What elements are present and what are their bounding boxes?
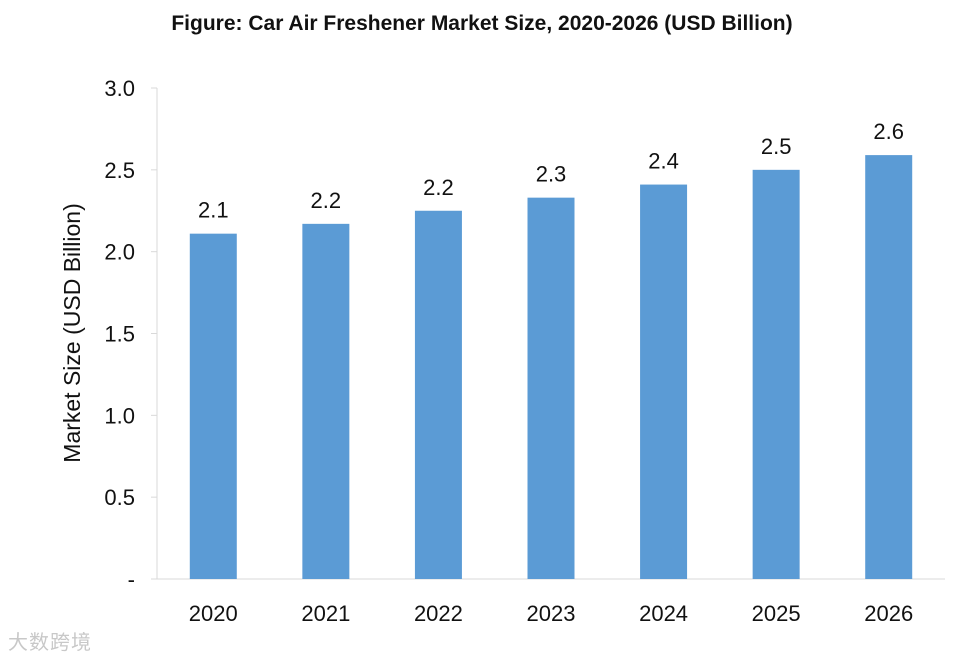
bar-2022 — [414, 210, 462, 579]
y-tick-label: 3.0 — [104, 76, 135, 101]
x-tick-label: 2021 — [301, 601, 350, 626]
x-tick-label: 2026 — [864, 601, 913, 626]
y-axis-title: Market Size (USD Billion) — [59, 203, 85, 462]
y-tick-label: 2.5 — [104, 158, 135, 183]
x-axis-ticks: 2020 2021 2022 2023 2024 2025 2026 — [189, 601, 913, 626]
data-label-2022: 2.2 — [423, 175, 454, 200]
chart-bars — [189, 155, 913, 580]
x-tick-label: 2025 — [752, 601, 801, 626]
y-tick-label: 2.0 — [104, 240, 135, 265]
data-label-2024: 2.4 — [648, 149, 679, 174]
data-label-2023: 2.3 — [536, 162, 567, 187]
y-axis-ticks: - 0.5 1.0 1.5 2.0 2.5 3.0 — [104, 76, 157, 592]
bar-2020 — [189, 233, 237, 579]
y-tick-label: - — [128, 567, 135, 592]
data-label-2021: 2.2 — [311, 188, 342, 213]
x-tick-label: 2024 — [639, 601, 688, 626]
data-labels: 2.1 2.2 2.2 2.3 2.4 2.5 2.6 — [198, 119, 904, 223]
watermark-logo: 大数跨境 — [8, 630, 92, 654]
bar-2025 — [752, 169, 800, 580]
data-label-2026: 2.6 — [873, 119, 904, 144]
chart-title: Figure: Car Air Freshener Market Size, 2… — [171, 12, 793, 35]
y-tick-label: 1.0 — [104, 403, 135, 428]
data-label-2025: 2.5 — [761, 134, 792, 159]
y-tick-label: 1.5 — [104, 322, 135, 347]
bar-2024 — [640, 184, 688, 579]
bar-2023 — [527, 197, 575, 579]
bar-2026 — [865, 155, 913, 579]
data-label-2020: 2.1 — [198, 198, 229, 223]
x-tick-label: 2022 — [414, 601, 463, 626]
x-tick-label: 2023 — [527, 601, 576, 626]
bar-2021 — [302, 223, 350, 580]
y-tick-label: 0.5 — [104, 485, 135, 510]
x-tick-label: 2020 — [189, 601, 238, 626]
